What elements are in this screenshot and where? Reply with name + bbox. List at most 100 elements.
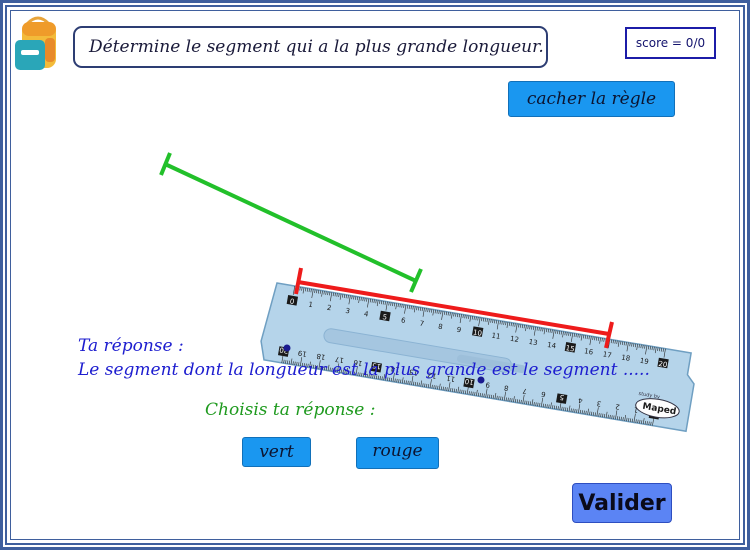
ruler-tick: [496, 320, 499, 330]
ruler-tick: [323, 290, 325, 295]
ruler-number: 7: [419, 319, 425, 328]
ruler-number: 10: [464, 377, 474, 386]
ruler-tick: [320, 365, 322, 370]
ruler-tick: [616, 416, 619, 420]
ruler-tick: [388, 301, 390, 306]
ruler-tick: [311, 289, 314, 299]
ruler-tick: [489, 394, 491, 399]
ruler-tick: [555, 405, 557, 410]
ruler-tick: [654, 347, 657, 354]
ruler-tick: [552, 405, 554, 409]
ruler-tick: [404, 304, 407, 314]
ruler-number: 20: [658, 360, 668, 369]
ruler-tick: [294, 361, 296, 366]
ruler-tick: [394, 378, 396, 383]
ruler-tick: [645, 345, 648, 355]
ruler-tick: [560, 331, 562, 335]
ruler-handle-left[interactable]: [283, 344, 291, 352]
ruler-tick: [564, 331, 566, 336]
answer-sentence: Le segment dont la longueur est la plus …: [78, 360, 650, 380]
ruler-tick: [505, 397, 507, 401]
ruler-tick: [617, 340, 620, 347]
ruler-tick: [631, 343, 633, 347]
ruler-tick: [342, 369, 344, 374]
ruler-tick: [342, 294, 344, 298]
ruler-tick: [583, 410, 585, 415]
ruler-tick: [372, 374, 374, 379]
ruler-tick: [518, 399, 520, 404]
ruler-number-group: 18: [316, 352, 326, 361]
segment-red[interactable]: [294, 267, 614, 349]
ruler-tick: [512, 322, 514, 327]
ruler-number: 12: [509, 335, 519, 344]
ruler-tick: [471, 316, 473, 320]
ruler-tick: [538, 327, 540, 331]
ruler-tick: [288, 360, 291, 365]
hide-ruler-button[interactable]: cacher la règle: [508, 81, 675, 117]
ruler-number: 9: [456, 326, 462, 335]
ruler-label-box: [463, 377, 475, 389]
ruler-tick: [379, 376, 381, 380]
ruler-tick: [641, 420, 643, 424]
ruler-tick: [613, 415, 615, 420]
ruler-tick: [605, 411, 608, 418]
ruler-tick: [436, 310, 438, 314]
ruler-tick: [445, 311, 448, 316]
ruler-tick: [488, 318, 490, 325]
ruler-tick: [442, 386, 444, 391]
choice-red-button[interactable]: rouge: [356, 437, 439, 469]
ruler-tick: [592, 336, 594, 340]
ruler-tick: [622, 417, 624, 421]
ruler-tick: [459, 314, 462, 324]
ruler-tick: [431, 309, 433, 313]
ruler-tick: [502, 396, 504, 401]
ruler-tick: [367, 298, 370, 308]
ruler-handle-center[interactable]: [477, 376, 485, 384]
ruler-tick: [513, 396, 515, 403]
ruler-number: 1: [633, 405, 639, 414]
validate-button[interactable]: Valider: [572, 483, 672, 523]
ruler-tick: [384, 301, 386, 305]
choice-green-button[interactable]: vert: [242, 437, 311, 467]
ruler-tick: [464, 314, 466, 319]
ruler-tick: [292, 285, 296, 295]
ruler-number: 3: [345, 307, 351, 316]
ruler-tick: [426, 383, 428, 388]
ruler-tick: [487, 394, 489, 398]
ruler-tick: [507, 397, 509, 402]
ruler-tick: [525, 325, 527, 332]
ruler-tick: [621, 341, 624, 345]
ruler-tick: [515, 398, 517, 403]
ruler-tick: [633, 343, 635, 347]
ruler-tick: [473, 316, 475, 320]
ruler-tick: [477, 316, 479, 321]
ruler-tick: [366, 373, 368, 378]
ruler-tick: [596, 337, 598, 341]
ruler-tick: [599, 337, 601, 344]
ruler-tick: [515, 323, 518, 333]
ruler-tick: [405, 380, 407, 384]
ruler-tick: [410, 305, 412, 310]
instruction-box: Détermine le segment qui a la plus grand…: [73, 26, 548, 68]
ruler-tick: [553, 405, 556, 410]
ruler[interactable]: 0 1 2 3 4 5 6 7 8 9 10 11 12 13 14 15 16 17 18 19 20 20 19 18 1…: [258, 282, 699, 433]
ruler-tick: [548, 404, 550, 409]
ruler-tick: [532, 326, 535, 330]
ruler-brand-small: study by: [638, 391, 660, 401]
ruler-tick: [356, 296, 359, 301]
ruler-tick: [327, 291, 329, 296]
ruler-tick: [351, 295, 353, 300]
ruler-tick: [311, 364, 313, 368]
ruler-number: 19: [297, 349, 307, 358]
ruler-tick: [290, 358, 293, 365]
ruler-number-group: 4: [577, 396, 583, 405]
ruler-tick: [322, 366, 324, 370]
ruler-tick: [486, 318, 488, 323]
segment-green[interactable]: [159, 152, 423, 293]
ruler-tick: [601, 337, 603, 342]
ruler-tick: [642, 418, 645, 425]
ruler-tick: [543, 328, 546, 335]
ruler-number: 9: [485, 380, 491, 389]
ruler-tick: [416, 306, 418, 311]
